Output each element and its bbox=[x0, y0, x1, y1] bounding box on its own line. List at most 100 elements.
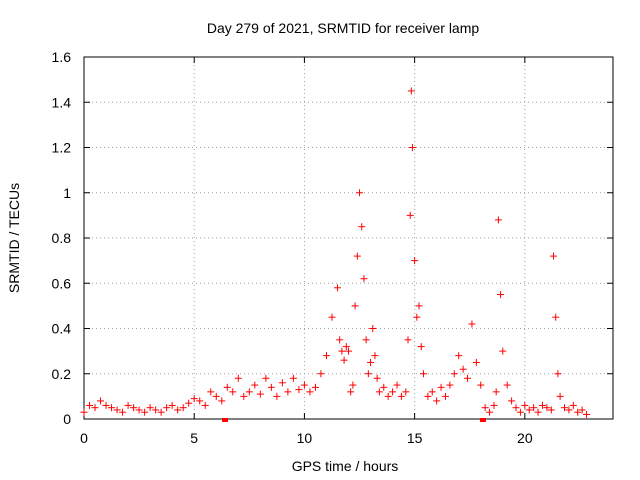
gridlines bbox=[84, 57, 613, 419]
data-point bbox=[578, 406, 586, 414]
data-point bbox=[565, 406, 573, 414]
data-point bbox=[512, 404, 520, 412]
data-point bbox=[333, 284, 341, 292]
y-tick-label: 1 bbox=[63, 185, 71, 201]
data-point bbox=[404, 336, 412, 344]
data-point bbox=[284, 388, 292, 396]
gap-marker bbox=[479, 418, 486, 422]
data-point bbox=[91, 404, 99, 412]
data-point bbox=[218, 397, 226, 405]
data-point bbox=[135, 406, 143, 414]
chart-title: Day 279 of 2021, SRMTID for receiver lam… bbox=[207, 20, 480, 36]
data-point bbox=[437, 383, 445, 391]
data-point bbox=[113, 406, 121, 414]
data-point bbox=[375, 388, 383, 396]
data-point bbox=[146, 404, 154, 412]
data-point bbox=[251, 381, 259, 389]
data-point bbox=[102, 401, 110, 409]
y-tick-label: 0.4 bbox=[52, 321, 72, 337]
data-point bbox=[196, 397, 204, 405]
data-point bbox=[384, 392, 392, 400]
data-point bbox=[433, 397, 441, 405]
data-point bbox=[234, 374, 242, 382]
data-point bbox=[481, 404, 489, 412]
x-tick-label: 15 bbox=[407, 430, 423, 446]
data-point bbox=[201, 401, 209, 409]
data-point bbox=[229, 388, 237, 396]
y-tick-label: 0 bbox=[63, 411, 71, 427]
data-point bbox=[549, 252, 557, 260]
data-point bbox=[322, 352, 330, 360]
data-point bbox=[408, 144, 416, 151]
data-point bbox=[267, 383, 275, 391]
data-point bbox=[516, 408, 524, 416]
data-point bbox=[289, 374, 297, 382]
data-point bbox=[371, 352, 379, 360]
data-point bbox=[336, 336, 344, 344]
data-point bbox=[278, 379, 286, 387]
data-point bbox=[306, 388, 314, 396]
data-point bbox=[389, 388, 397, 396]
data-point bbox=[86, 401, 94, 409]
data-point bbox=[174, 406, 182, 414]
data-point bbox=[477, 381, 485, 389]
data-point bbox=[554, 370, 562, 378]
data-point bbox=[455, 352, 463, 360]
data-point bbox=[356, 189, 364, 197]
data-point bbox=[349, 381, 357, 389]
data-point bbox=[508, 397, 516, 405]
data-point bbox=[499, 347, 507, 355]
data-point bbox=[413, 313, 421, 321]
data-point bbox=[97, 397, 105, 405]
data-point bbox=[543, 404, 551, 412]
data-point bbox=[552, 313, 560, 321]
data-point bbox=[583, 410, 591, 418]
data-point bbox=[207, 388, 215, 396]
data-point bbox=[369, 325, 377, 332]
data-point bbox=[364, 370, 372, 378]
data-point bbox=[373, 374, 381, 382]
plot-frame bbox=[83, 56, 614, 420]
data-point bbox=[340, 356, 348, 364]
y-tick-label: 1.6 bbox=[52, 49, 72, 65]
data-point bbox=[179, 404, 187, 412]
data-point bbox=[415, 302, 423, 310]
data-point bbox=[353, 252, 361, 260]
y-tick-label: 1.4 bbox=[52, 94, 72, 110]
y-axis-label: SRMTID / TECUs bbox=[6, 183, 22, 293]
data-point bbox=[450, 370, 458, 378]
data-point bbox=[428, 388, 436, 396]
data-point bbox=[402, 388, 410, 396]
data-point bbox=[185, 399, 193, 407]
data-point bbox=[446, 381, 454, 389]
data-point bbox=[212, 392, 220, 400]
data-point bbox=[407, 87, 415, 95]
data-point bbox=[262, 374, 270, 382]
data-point bbox=[362, 336, 370, 344]
x-tick-label: 20 bbox=[517, 430, 533, 446]
y-tick-label: 0.6 bbox=[52, 275, 72, 291]
data-point bbox=[108, 404, 116, 412]
data-point bbox=[494, 216, 502, 224]
y-tick-label: 0.8 bbox=[52, 230, 72, 246]
data-point bbox=[393, 381, 401, 389]
data-point bbox=[124, 401, 132, 409]
data-point bbox=[163, 404, 171, 412]
x-tick-label: 10 bbox=[297, 430, 313, 446]
data-point bbox=[347, 388, 355, 396]
data-point bbox=[328, 313, 336, 321]
data-point bbox=[419, 370, 427, 378]
data-point bbox=[397, 392, 405, 400]
data-point bbox=[556, 392, 564, 400]
data-point bbox=[459, 365, 467, 373]
data-point bbox=[141, 408, 149, 416]
x-tick-label: 5 bbox=[190, 430, 198, 446]
data-point bbox=[538, 401, 546, 409]
y-tick-label: 1.2 bbox=[52, 140, 72, 156]
data-point bbox=[367, 358, 375, 366]
data-point bbox=[380, 383, 388, 391]
data-point bbox=[295, 386, 303, 394]
data-point bbox=[119, 408, 127, 416]
data-point bbox=[358, 223, 366, 231]
data-point bbox=[417, 343, 425, 351]
